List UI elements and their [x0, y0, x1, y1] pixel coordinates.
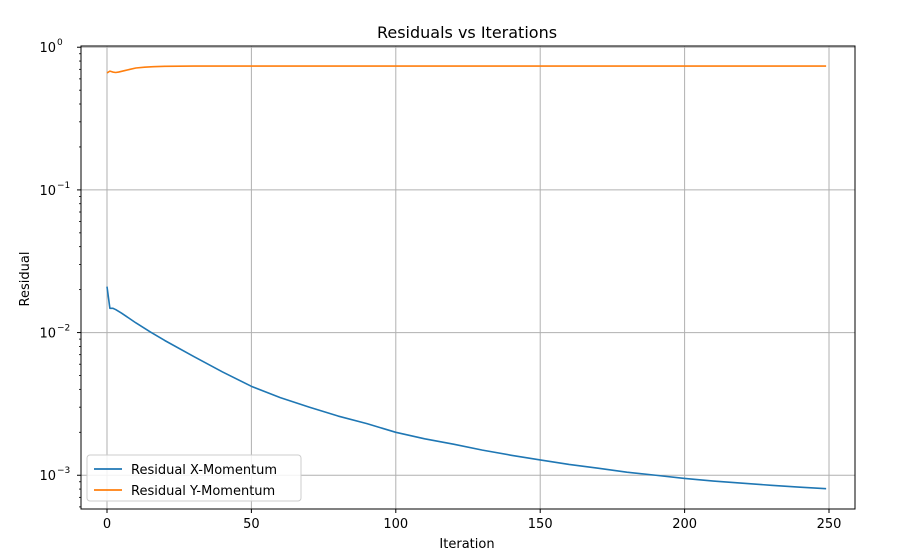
- y-tick-exponent: −2: [57, 324, 70, 334]
- series-line-1: [106, 286, 827, 490]
- x-tick-label: 100: [383, 517, 408, 532]
- y-tick-label: 10: [39, 327, 56, 342]
- x-tick-label: 150: [528, 517, 553, 532]
- legend: Residual X-Momentum Residual Y-Momentum: [86, 454, 302, 502]
- y-tick-exponent: −3: [57, 466, 70, 476]
- y-tick-exponent: −1: [57, 181, 70, 191]
- y-tick-exponent: 0: [57, 38, 63, 48]
- legend-label: Residual X-Momentum: [131, 463, 277, 478]
- chart-title: Residuals vs Iterations: [377, 23, 557, 42]
- x-tick-label: 200: [672, 517, 697, 532]
- y-tick-label: 10: [39, 41, 56, 56]
- legend-box: [86, 454, 302, 502]
- x-tick-label: 50: [243, 517, 260, 532]
- series-line-2: [106, 65, 827, 74]
- plot-area-frame: [80, 45, 856, 510]
- y-axis-label: Residual: [18, 252, 33, 307]
- series-layer: [106, 65, 827, 490]
- x-tick-label: 0: [103, 517, 111, 532]
- x-axis-label: Iteration: [439, 537, 494, 552]
- grid-layer: [81, 46, 855, 509]
- y-tick-label: 10: [39, 469, 56, 484]
- x-tick-label: 250: [817, 517, 842, 532]
- legend-label: Residual Y-Momentum: [131, 484, 275, 499]
- y-tick-label: 10: [39, 184, 56, 199]
